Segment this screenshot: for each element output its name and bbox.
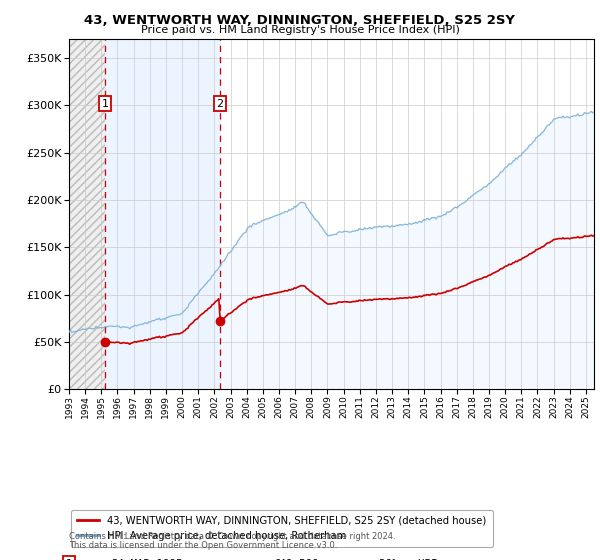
Text: This data is licensed under the Open Government Licence v3.0.: This data is licensed under the Open Gov…: [69, 541, 337, 550]
Text: 1: 1: [101, 99, 109, 109]
Text: £49,500: £49,500: [274, 559, 319, 560]
Text: 24-MAR-1995: 24-MAR-1995: [111, 559, 182, 560]
Legend: 43, WENTWORTH WAY, DINNINGTON, SHEFFIELD, S25 2SY (detached house), HPI: Average: 43, WENTWORTH WAY, DINNINGTON, SHEFFIELD…: [71, 510, 493, 547]
Polygon shape: [69, 39, 105, 389]
Text: 1: 1: [65, 559, 73, 560]
Bar: [105, 39, 220, 389]
Text: Price paid vs. HM Land Registry's House Price Index (HPI): Price paid vs. HM Land Registry's House …: [140, 25, 460, 35]
Text: 43, WENTWORTH WAY, DINNINGTON, SHEFFIELD, S25 2SY: 43, WENTWORTH WAY, DINNINGTON, SHEFFIELD…: [85, 14, 515, 27]
Text: 20% ↓ HPI: 20% ↓ HPI: [379, 559, 437, 560]
Text: 2: 2: [217, 99, 223, 109]
Text: Contains HM Land Registry data © Crown copyright and database right 2024.: Contains HM Land Registry data © Crown c…: [69, 532, 395, 541]
